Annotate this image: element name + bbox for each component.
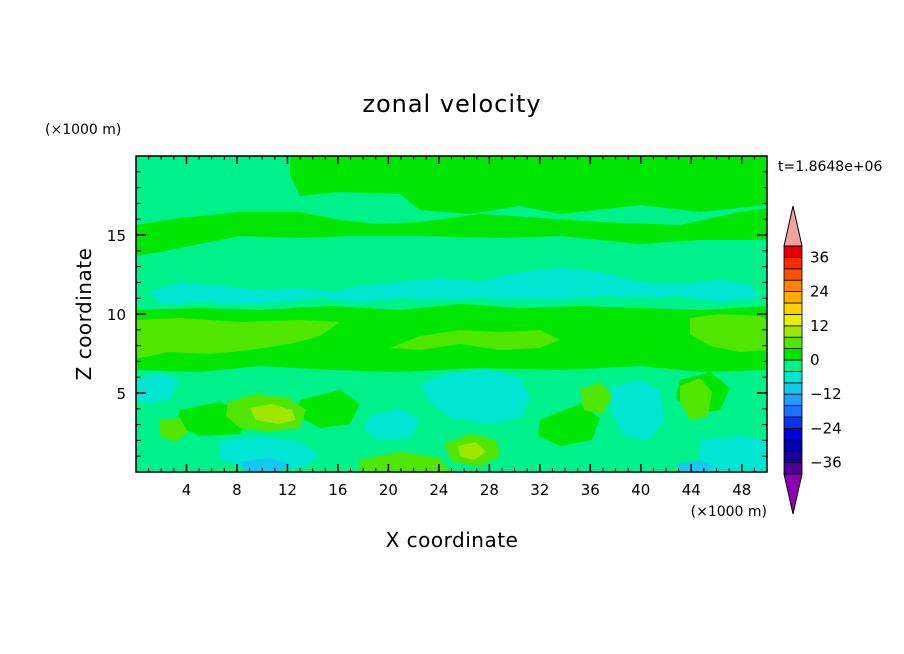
colorbar-swatch bbox=[783, 416, 803, 429]
x-tick-label: 8 bbox=[232, 481, 242, 499]
field-region-yellowgreen-blob-3 bbox=[680, 378, 712, 420]
colorbar-swatch bbox=[783, 325, 803, 338]
colorbar-swatch bbox=[783, 427, 803, 441]
y-axis-label: Z coordinate bbox=[72, 248, 96, 381]
colorbar-tick-label: −24 bbox=[810, 419, 842, 437]
field-region-lower-green-2 bbox=[538, 404, 600, 446]
colorbar-swatch bbox=[783, 439, 803, 452]
colorbar-tick-label: −36 bbox=[810, 454, 842, 472]
field-region-light-cyan-bottom bbox=[240, 458, 290, 472]
y-tick-label: 10 bbox=[107, 306, 126, 324]
x-tick-label: 24 bbox=[429, 481, 448, 499]
colorbar-over-triangle bbox=[783, 205, 803, 247]
x-tick-label: 12 bbox=[278, 481, 297, 499]
x-tick-label: 28 bbox=[480, 481, 499, 499]
field-region-yellowgreen-blob-6 bbox=[580, 382, 612, 414]
colorbar-under-triangle bbox=[783, 473, 803, 515]
field-region-yellowgreen-band-3 bbox=[690, 314, 767, 352]
field-region-yellow-core-2 bbox=[458, 442, 486, 460]
y-axis: 5 10 15 bbox=[107, 171, 767, 457]
x-axis-unit: (×1000 m) bbox=[691, 504, 767, 520]
x-tick-label: 48 bbox=[732, 481, 751, 499]
colorbar-swatch bbox=[783, 359, 803, 372]
x-tick-label: 20 bbox=[379, 481, 398, 499]
x-tick-label: 36 bbox=[581, 481, 600, 499]
colorbar-swatch bbox=[783, 450, 803, 464]
x-tick-label: 44 bbox=[682, 481, 701, 499]
colorbar-swatch bbox=[783, 291, 803, 304]
y-tick-label: 15 bbox=[107, 227, 126, 245]
colorbar-tick-label: 36 bbox=[810, 248, 829, 266]
field-region-yellow-core-1 bbox=[250, 404, 296, 424]
field-region-yellowgreen-blob-4 bbox=[160, 418, 188, 442]
field-region-upper-green bbox=[136, 156, 767, 214]
x-tick-label: 40 bbox=[631, 481, 650, 499]
colorbar-tick-label: 24 bbox=[810, 283, 829, 301]
colorbar-swatch bbox=[783, 313, 803, 327]
field-region-cyan-lower-6 bbox=[700, 436, 767, 472]
field-region-upper-green-2 bbox=[136, 208, 767, 256]
field-region-lower-green-4 bbox=[298, 390, 360, 428]
y-tick-label: 5 bbox=[116, 385, 126, 403]
x-axis: 4 8 12 16 20 24 28 32 36 40 44 48 bbox=[148, 156, 755, 499]
colorbar-swatch bbox=[783, 268, 803, 281]
colorbar-tick-label: 0 bbox=[810, 351, 820, 369]
field-region-cyan-lower-2 bbox=[136, 372, 180, 404]
field-region-yellowgreen-band bbox=[136, 318, 340, 358]
colorbar-tick-label: 12 bbox=[810, 317, 829, 335]
colorbar-swatch bbox=[783, 256, 803, 270]
contour-field bbox=[136, 156, 767, 472]
colorbar-swatch bbox=[783, 462, 803, 475]
field-region-yellowgreen-band-2 bbox=[390, 330, 560, 350]
colorbar-swatch bbox=[783, 279, 803, 293]
colorbar: 36 24 12 0 −12 −24 −36 bbox=[783, 205, 842, 515]
field-region-cyan-upper bbox=[150, 268, 760, 304]
x-axis-label: X coordinate bbox=[386, 528, 519, 552]
field-region-light-cyan-bottom-2 bbox=[676, 460, 714, 472]
field-region-yellowgreen-blob-5 bbox=[360, 452, 450, 472]
colorbar-swatch bbox=[783, 245, 803, 258]
x-tick-label: 16 bbox=[328, 481, 347, 499]
colorbar-swatch bbox=[783, 405, 803, 418]
colorbar-swatch bbox=[783, 382, 803, 395]
field-region-cyan-lower-3 bbox=[610, 380, 664, 440]
field-region-cyan-lower-5 bbox=[364, 408, 420, 440]
colorbar-swatch bbox=[783, 393, 803, 407]
colorbar-swatch bbox=[783, 348, 803, 361]
x-tick-label: 4 bbox=[182, 481, 192, 499]
colorbar-tick-label: −12 bbox=[810, 385, 842, 403]
time-label: t=1.8648e+06 bbox=[778, 159, 882, 175]
colorbar-swatch bbox=[783, 336, 803, 350]
field-region-cyan-lower-1 bbox=[420, 370, 530, 424]
x-tick-label: 32 bbox=[530, 481, 549, 499]
colorbar-swatch bbox=[783, 370, 803, 384]
chart-title: zonal velocity bbox=[362, 90, 541, 118]
y-axis-unit: (×1000 m) bbox=[45, 122, 121, 138]
colorbar-swatch bbox=[783, 302, 803, 315]
